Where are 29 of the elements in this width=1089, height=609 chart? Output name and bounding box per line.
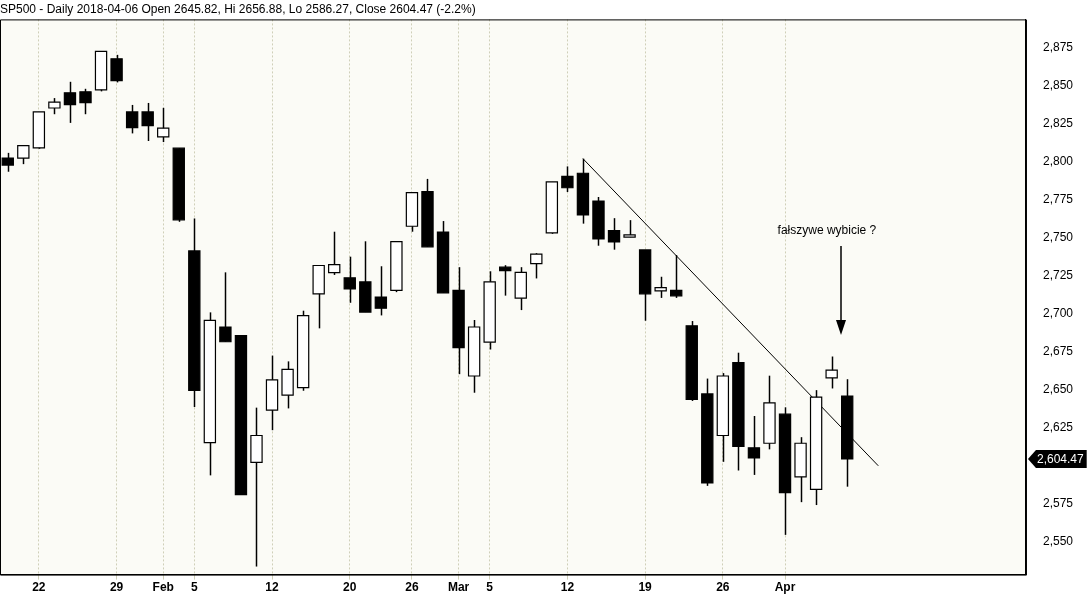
x-tick-label: 29: [109, 580, 124, 595]
x-tick-label: 5: [190, 580, 198, 595]
x-tick-label: 22: [32, 580, 46, 595]
y-tick-label: 2,875: [1042, 39, 1074, 54]
y-tick-label: 2,675: [1042, 343, 1074, 358]
y-tick-label: 2,750: [1042, 229, 1074, 244]
y-tick-label: 2,700: [1042, 305, 1074, 320]
x-tick-label: 19: [638, 580, 653, 595]
chart-title: SP500 - Daily 2018-04-06 Open 2645.82, Hi 2656.88, Lo 2586.27, Close 2604.47 (-2.2%): [0, 1, 476, 16]
y-tick-label: 2,825: [1042, 115, 1074, 130]
x-tick-label: Feb: [152, 580, 174, 595]
x-tick-label: 26: [405, 580, 419, 595]
y-tick-label: 2,800: [1042, 153, 1074, 168]
x-tick-label: 20: [343, 580, 357, 595]
x-tick-label: Mar: [447, 580, 470, 595]
x-tick-label: 12: [560, 580, 575, 595]
y-tick-label: 2,625: [1042, 420, 1074, 435]
text: 2,604.47: [1036, 452, 1085, 467]
x-tick-label: Apr: [774, 580, 796, 595]
x-tick-label: 12: [265, 580, 280, 595]
y-tick-label: 2,775: [1042, 191, 1074, 206]
y-tick-label: 2,575: [1042, 496, 1074, 511]
y-tick-label: 2,650: [1042, 382, 1074, 396]
x-tick-label: 5: [486, 580, 494, 595]
annotation: fałszywe wybicie ?: [777, 222, 877, 237]
y-tick-label: 2,725: [1042, 267, 1074, 282]
y-tick-label: 2,550: [1042, 534, 1074, 549]
y-tick-label: 2,850: [1042, 77, 1074, 92]
x-tick-label: 26: [716, 580, 730, 595]
